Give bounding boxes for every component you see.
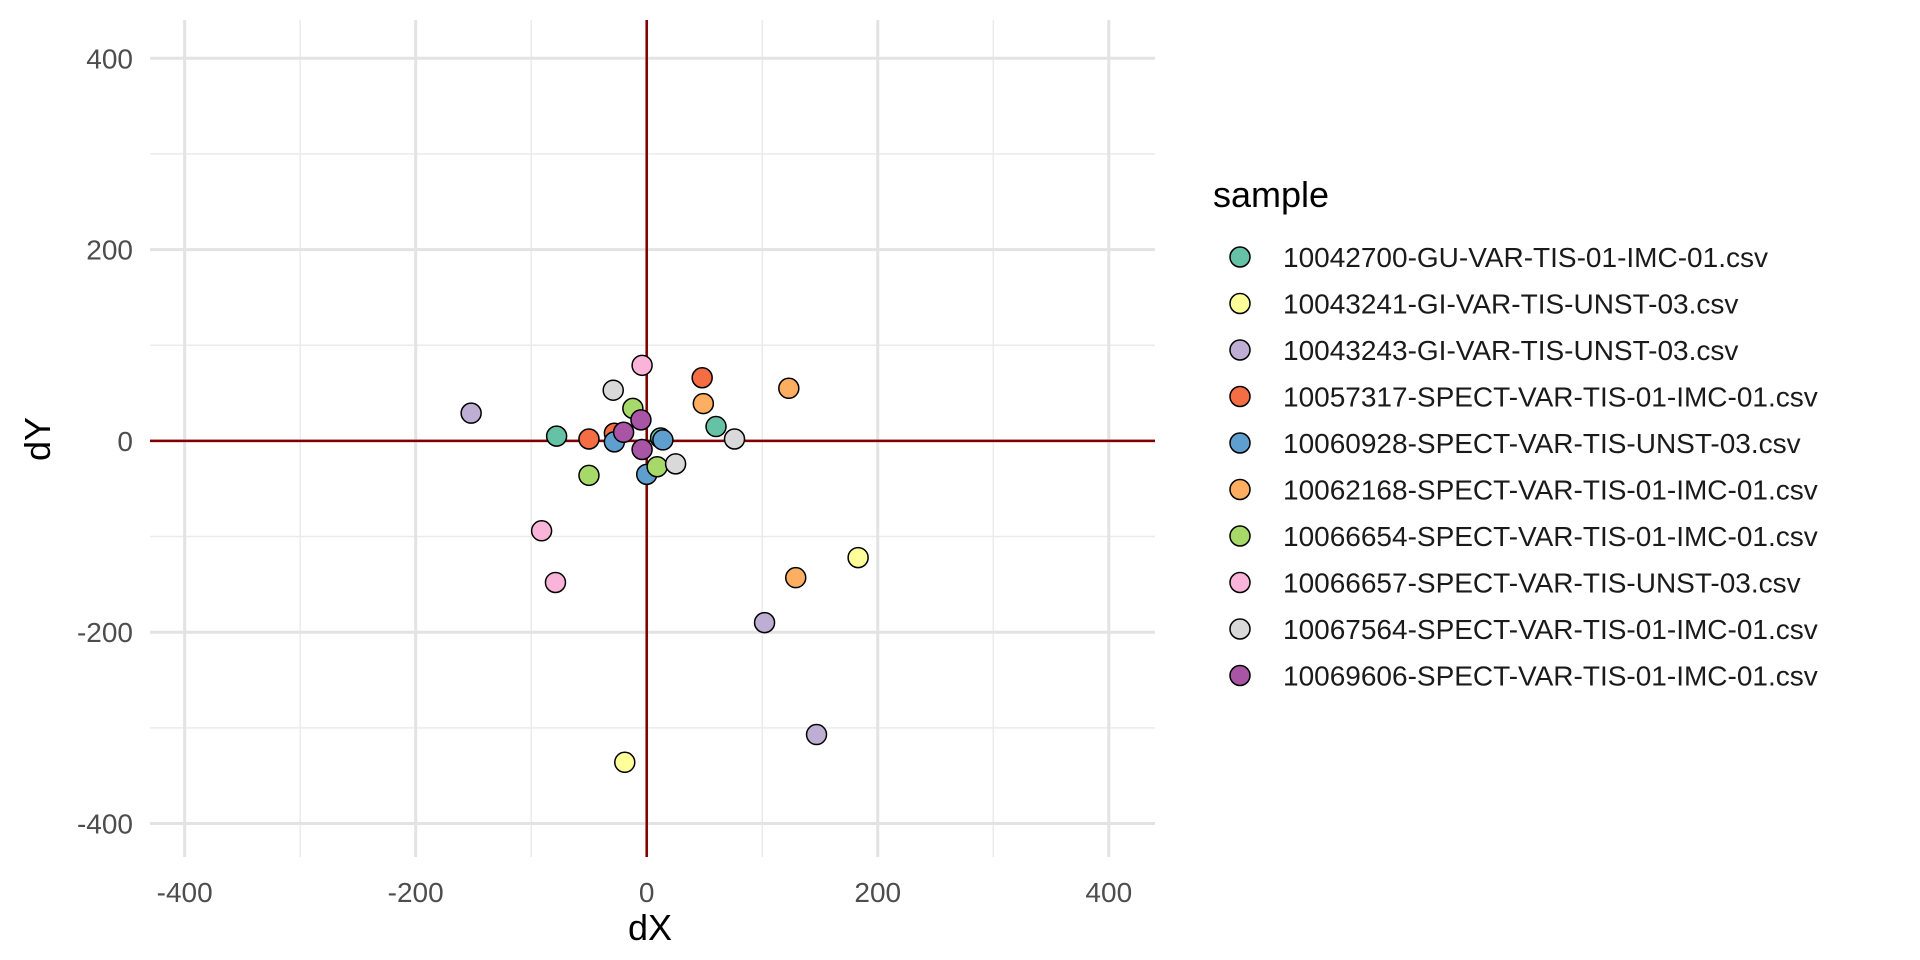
data-point xyxy=(691,367,713,389)
y-tick-label: 0 xyxy=(117,426,133,457)
legend-title: sample xyxy=(1213,174,1329,215)
legend-item: 10043241-GI-VAR-TIS-UNST-03.csv xyxy=(1229,289,1738,320)
legend-label: 10067564-SPECT-VAR-TIS-01-IMC-01.csv xyxy=(1283,614,1818,645)
x-axis-title: dX xyxy=(628,907,672,948)
legend-items: 10042700-GU-VAR-TIS-01-IMC-01.csv 1004324… xyxy=(1229,242,1818,692)
data-point xyxy=(723,428,746,450)
data-point xyxy=(544,571,567,594)
minor-gridlines xyxy=(150,20,1155,857)
data-point xyxy=(630,409,652,431)
x-tick-label: 0 xyxy=(639,877,655,908)
legend-label: 10060928-SPECT-VAR-TIS-UNST-03.csv xyxy=(1283,428,1801,459)
data-point xyxy=(631,438,653,461)
data-point xyxy=(692,392,715,415)
data-point xyxy=(602,379,624,401)
legend-item: 10042700-GU-VAR-TIS-01-IMC-01.csv xyxy=(1229,242,1768,273)
data-point xyxy=(646,455,668,478)
data-points xyxy=(460,354,869,774)
legend-item: 10069606-SPECT-VAR-TIS-01-IMC-01.csv xyxy=(1229,661,1818,692)
legend-label: 10066657-SPECT-VAR-TIS-UNST-03.csv xyxy=(1283,568,1801,599)
legend-key xyxy=(1229,432,1251,454)
legend-label: 10043241-GI-VAR-TIS-UNST-03.csv xyxy=(1283,289,1738,320)
legend-label: 10069606-SPECT-VAR-TIS-01-IMC-01.csv xyxy=(1283,661,1818,692)
legend-item: 10066657-SPECT-VAR-TIS-UNST-03.csv xyxy=(1229,568,1801,599)
y-tick-label: 400 xyxy=(86,43,133,74)
data-point xyxy=(530,520,553,542)
data-point xyxy=(578,464,600,487)
x-tick-label: 400 xyxy=(1085,877,1132,908)
y-axis-title: dY xyxy=(17,417,58,461)
y-tick-label: -200 xyxy=(77,617,133,648)
y-tick-label: 200 xyxy=(86,235,133,266)
data-point xyxy=(778,377,800,400)
legend-item: 10066654-SPECT-VAR-TIS-01-IMC-01.csv xyxy=(1229,521,1818,552)
x-axis-tick-labels: -400 -200 0 200 400 xyxy=(157,877,1133,908)
legend-key xyxy=(1229,525,1251,547)
y-axis-tick-labels: -400 -200 0 200 400 xyxy=(77,43,133,839)
legend: sample 10042700-GU-VAR-TIS-01-IMC-01.csv… xyxy=(1213,174,1818,692)
legend-item: 10043243-GI-VAR-TIS-UNST-03.csv xyxy=(1229,335,1738,366)
x-tick-label: -400 xyxy=(157,877,213,908)
data-point xyxy=(652,429,674,451)
legend-label: 10057317-SPECT-VAR-TIS-01-IMC-01.csv xyxy=(1283,382,1818,413)
data-point xyxy=(847,546,869,569)
legend-label: 10042700-GU-VAR-TIS-01-IMC-01.csv xyxy=(1283,242,1768,273)
legend-key xyxy=(1229,664,1251,687)
data-point xyxy=(578,428,600,450)
y-tick-label: -400 xyxy=(77,809,133,840)
data-point xyxy=(805,723,828,746)
legend-key xyxy=(1229,571,1251,594)
data-point xyxy=(460,402,482,424)
legend-key xyxy=(1229,339,1251,361)
data-point xyxy=(612,421,635,444)
legend-key xyxy=(1229,478,1251,501)
x-tick-label: -200 xyxy=(388,877,444,908)
legend-item: 10060928-SPECT-VAR-TIS-UNST-03.csv xyxy=(1229,428,1801,459)
legend-key xyxy=(1229,246,1251,268)
legend-item: 10062168-SPECT-VAR-TIS-01-IMC-01.csv xyxy=(1229,475,1818,506)
legend-key xyxy=(1229,618,1251,640)
legend-item: 10067564-SPECT-VAR-TIS-01-IMC-01.csv xyxy=(1229,614,1818,645)
legend-label: 10043243-GI-VAR-TIS-UNST-03.csv xyxy=(1283,335,1738,366)
data-point xyxy=(664,453,687,475)
legend-label: 10062168-SPECT-VAR-TIS-01-IMC-01.csv xyxy=(1283,475,1818,506)
data-point xyxy=(631,354,653,377)
legend-label: 10066654-SPECT-VAR-TIS-01-IMC-01.csv xyxy=(1283,521,1818,552)
data-point xyxy=(705,415,727,438)
legend-item: 10057317-SPECT-VAR-TIS-01-IMC-01.csv xyxy=(1229,382,1818,413)
data-point xyxy=(614,751,636,774)
x-tick-label: 200 xyxy=(854,877,901,908)
data-point xyxy=(545,425,568,447)
legend-key xyxy=(1229,385,1251,408)
legend-key xyxy=(1229,292,1251,315)
data-point xyxy=(784,566,807,589)
data-point xyxy=(753,611,776,634)
